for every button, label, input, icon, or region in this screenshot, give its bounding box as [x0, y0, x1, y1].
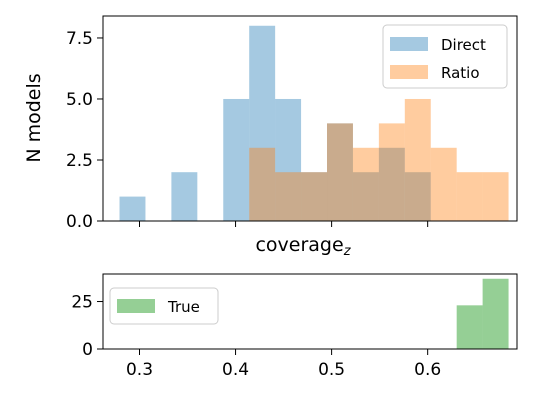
bar-direct-0 — [119, 196, 146, 221]
top-y-tick-label-3: 7.5 — [66, 29, 93, 49]
bar-ratio-4 — [352, 147, 379, 221]
bar-direct-8 — [378, 147, 405, 221]
bottom-x-tick-label-3: 0.6 — [414, 360, 441, 380]
bar-direct-1 — [171, 172, 198, 221]
top-legend: Direct Ratio — [382, 24, 508, 89]
legend-swatch-true — [117, 299, 155, 313]
top-y-tick-label-0: 0.0 — [66, 212, 93, 232]
legend-swatch-ratio — [390, 65, 428, 79]
bar-ratio-5 — [378, 123, 405, 221]
bar-ratio-9 — [482, 172, 509, 221]
bottom-x-tick-label-2: 0.5 — [318, 360, 345, 380]
bottom-histogram-panel: 0 25 0.3 0.4 0.5 0.6 True — [71, 273, 518, 380]
top-y-ticks: 0.0 2.5 5.0 7.5 — [66, 29, 103, 232]
bottom-x-ticks: 0.3 0.4 0.5 0.6 — [126, 349, 441, 380]
bottom-legend-frame — [109, 287, 219, 325]
bar-direct-3 — [249, 25, 276, 222]
x-axis-label-main: coverage — [255, 234, 343, 256]
legend-label-true: True — [167, 298, 200, 316]
top-plot-frame — [102, 15, 518, 222]
bar-ratio-6 — [404, 98, 431, 221]
top-y-tick-label-2: 5.0 — [66, 90, 93, 110]
bar-ratio-7 — [430, 147, 457, 221]
legend-label-direct: Direct — [441, 36, 486, 54]
bar-ratio-1 — [275, 172, 302, 221]
legend-label-ratio: Ratio — [441, 64, 480, 82]
bottom-plot-frame — [102, 273, 518, 350]
bottom-y-tick-label-0: 0 — [82, 340, 93, 360]
bottom-y-ticks: 0 25 — [71, 293, 103, 360]
top-x-ticks — [139, 221, 429, 227]
bottom-x-tick-label-0: 0.3 — [126, 360, 153, 380]
bar-direct-5 — [301, 172, 328, 221]
top-histogram-panel: 0.0 2.5 5.0 7.5 N models coveragez Direct R… — [23, 15, 518, 259]
bottom-x-tick-label-1: 0.4 — [222, 360, 249, 380]
legend-swatch-direct — [390, 37, 428, 51]
y-axis-label: N models — [23, 73, 45, 162]
bar-ratio-0 — [249, 147, 276, 221]
bar-ratio-8 — [456, 172, 483, 221]
bar-direct-6 — [327, 123, 353, 221]
bottom-histogram-bars — [456, 278, 509, 349]
bar-direct-7 — [352, 172, 379, 221]
bar-true-1 — [482, 278, 509, 349]
bottom-y-tick-label-1: 25 — [71, 293, 93, 313]
bar-ratio-2 — [301, 172, 328, 221]
x-axis-label: coveragez — [255, 234, 351, 259]
top-y-tick-label-1: 2.5 — [66, 151, 93, 171]
bar-direct-2 — [223, 98, 250, 221]
bottom-legend: True — [109, 287, 219, 325]
bar-ratio-3 — [327, 123, 353, 221]
x-axis-label-subscript: z — [343, 244, 352, 259]
bar-true-0 — [456, 305, 483, 349]
bar-direct-4 — [275, 98, 302, 221]
top-legend-frame — [382, 24, 508, 89]
bar-direct-9 — [404, 172, 431, 221]
top-histogram-bars — [119, 25, 509, 222]
